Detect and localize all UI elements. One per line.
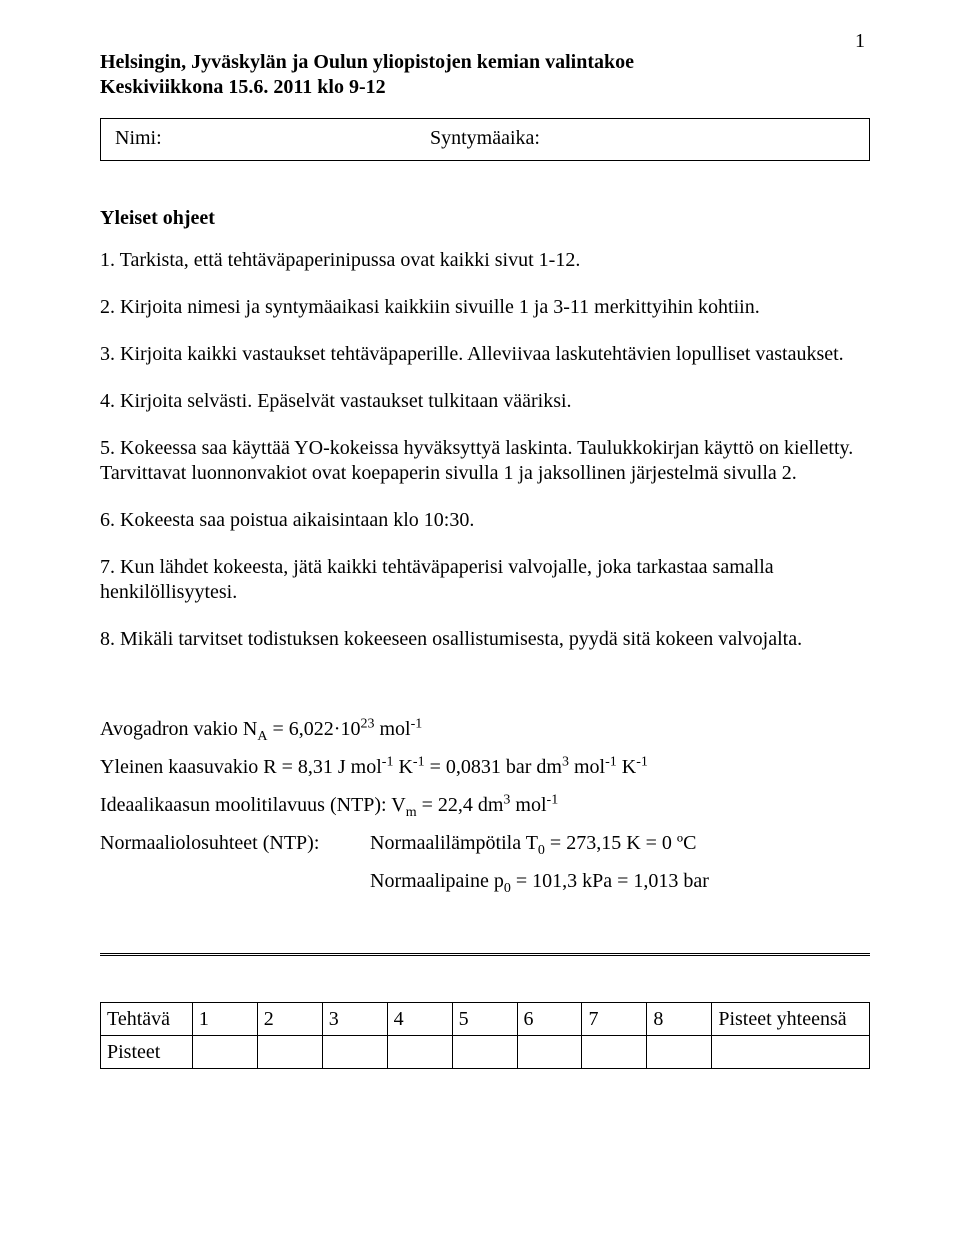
instruction-5: 5. Kokeessa saa käyttää YO-kokeissa hyvä… (100, 436, 870, 486)
molar-volume: Ideaalikaasun moolitilavuus (NTP): Vm = … (100, 788, 870, 822)
ntp-temperature: Normaalilämpötila T0 = 273,15 K = 0 ºC (370, 826, 696, 860)
points-cell-4 (387, 1036, 452, 1069)
page-number: 1 (855, 30, 865, 53)
task-col-3: 3 (322, 1003, 387, 1036)
task-col-4: 4 (387, 1003, 452, 1036)
task-col-2: 2 (257, 1003, 322, 1036)
name-label: Nimi: (115, 127, 430, 150)
general-instructions-heading: Yleiset ohjeet (100, 207, 870, 230)
points-cell-6 (517, 1036, 582, 1069)
gas-constant: Yleinen kaasuvakio R = 8,31 J mol-1 K-1 … (100, 750, 870, 784)
exam-title-line1: Helsingin, Jyväskylän ja Oulun yliopisto… (100, 50, 870, 75)
exam-header: Helsingin, Jyväskylän ja Oulun yliopisto… (100, 50, 870, 100)
name-dob-box: Nimi: Syntymäaika: (100, 118, 870, 161)
task-col-5: 5 (452, 1003, 517, 1036)
instruction-6: 6. Kokeesta saa poistua aikaisintaan klo… (100, 508, 870, 533)
instruction-8: 8. Mikäli tarvitset todistuksen kokeesee… (100, 627, 870, 652)
points-row-label: Pisteet (101, 1036, 193, 1069)
table-row-tasks: Tehtävä 1 2 3 4 5 6 7 8 Pisteet yhteensä (101, 1003, 870, 1036)
points-cell-3 (322, 1036, 387, 1069)
tasks-row-label: Tehtävä (101, 1003, 193, 1036)
task-col-1: 1 (192, 1003, 257, 1036)
points-total-cell (712, 1036, 870, 1069)
avogadro-constant: Avogadron vakio NA = 6,022·1023 mol-1 (100, 712, 870, 746)
double-rule (100, 953, 870, 960)
points-cell-5 (452, 1036, 517, 1069)
instruction-1: 1. Tarkista, että tehtäväpaperinipussa o… (100, 248, 870, 273)
task-col-8: 8 (647, 1003, 712, 1036)
ntp-pressure: Normaalipaine p0 = 101,3 kPa = 1,013 bar (370, 864, 870, 898)
points-cell-1 (192, 1036, 257, 1069)
instruction-7: 7. Kun lähdet kokeesta, jätä kaikki teht… (100, 555, 870, 605)
points-cell-2 (257, 1036, 322, 1069)
dob-label: Syntymäaika: (430, 127, 540, 150)
task-col-6: 6 (517, 1003, 582, 1036)
instruction-3: 3. Kirjoita kaikki vastaukset tehtäväpap… (100, 342, 870, 367)
exam-page: 1 Helsingin, Jyväskylän ja Oulun yliopis… (0, 0, 960, 1257)
points-cell-7 (582, 1036, 647, 1069)
constants-block: Avogadron vakio NA = 6,022·1023 mol-1 Yl… (100, 712, 870, 898)
points-cell-8 (647, 1036, 712, 1069)
exam-title-line2: Keskiviikkona 15.6. 2011 klo 9-12 (100, 75, 870, 100)
ntp-label: Normaaliolosuhteet (NTP): (100, 826, 370, 860)
task-col-7: 7 (582, 1003, 647, 1036)
instruction-2: 2. Kirjoita nimesi ja syntymäaikasi kaik… (100, 295, 870, 320)
score-table: Tehtävä 1 2 3 4 5 6 7 8 Pisteet yhteensä… (100, 1002, 870, 1069)
total-label: Pisteet yhteensä (712, 1003, 870, 1036)
table-row-points: Pisteet (101, 1036, 870, 1069)
instruction-4: 4. Kirjoita selvästi. Epäselvät vastauks… (100, 389, 870, 414)
